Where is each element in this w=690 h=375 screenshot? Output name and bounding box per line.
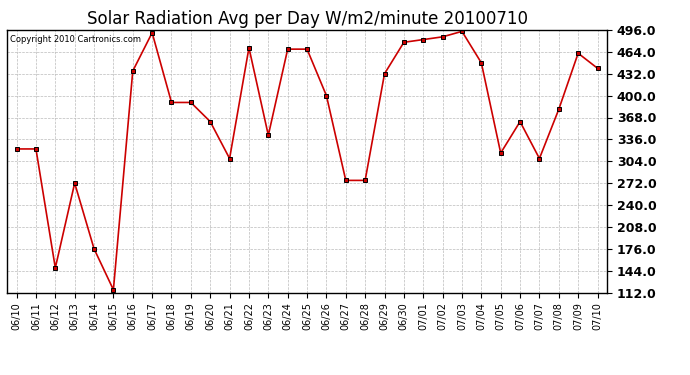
Title: Solar Radiation Avg per Day W/m2/minute 20100710: Solar Radiation Avg per Day W/m2/minute … xyxy=(86,10,528,28)
Text: Copyright 2010 Cartronics.com: Copyright 2010 Cartronics.com xyxy=(10,35,141,44)
